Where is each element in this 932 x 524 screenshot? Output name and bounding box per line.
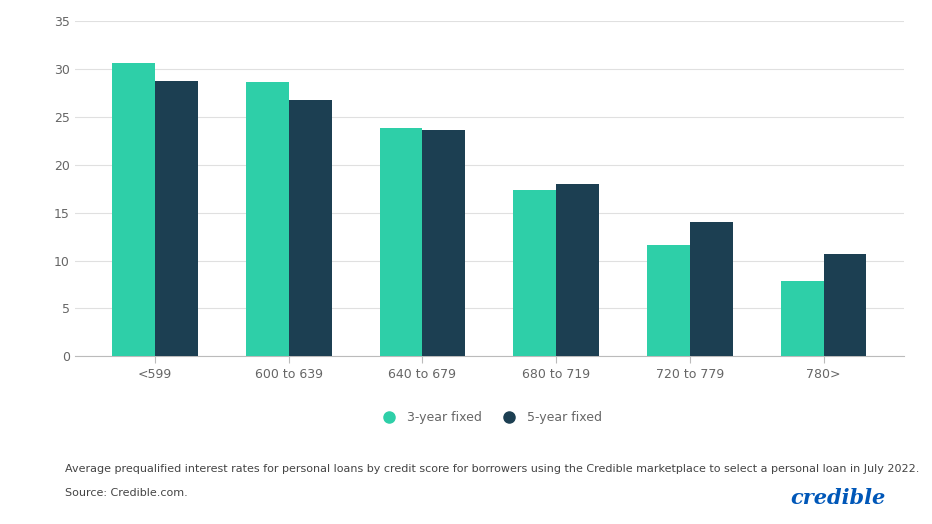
Bar xyxy=(155,81,198,356)
Bar xyxy=(379,128,422,356)
Bar xyxy=(514,190,556,356)
Bar xyxy=(781,281,824,356)
Bar xyxy=(422,130,465,356)
Bar xyxy=(690,222,733,356)
Text: Source: Credible.com.: Source: Credible.com. xyxy=(65,488,188,498)
Text: credible: credible xyxy=(790,488,885,508)
Legend: 3-year fixed, 5-year fixed: 3-year fixed, 5-year fixed xyxy=(372,406,607,429)
Bar xyxy=(824,254,867,356)
Text: Average prequalified interest rates for personal loans by credit score for borro: Average prequalified interest rates for … xyxy=(65,464,920,474)
Bar xyxy=(112,63,155,356)
Bar xyxy=(246,82,289,356)
Bar xyxy=(556,184,599,356)
Bar xyxy=(289,100,332,356)
Bar xyxy=(647,245,690,356)
